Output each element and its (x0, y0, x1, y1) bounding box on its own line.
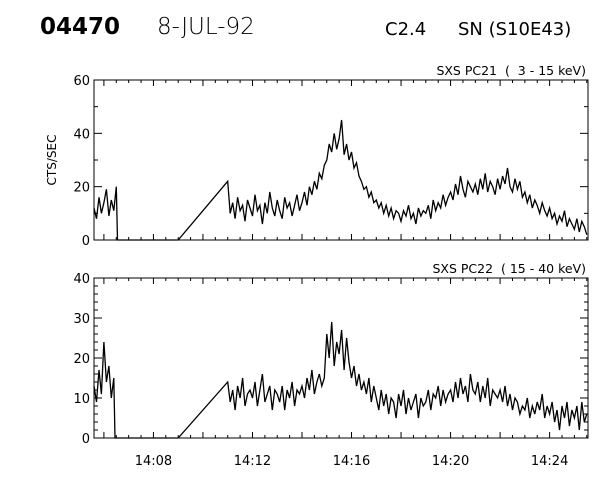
y-tick-label: 10 (73, 392, 90, 407)
x-tick-label: 14:20 (432, 454, 469, 469)
y-tick-label: 30 (73, 312, 90, 327)
y-tick-label: 0 (82, 432, 90, 447)
series-line-sxs-pc22 (93, 321, 588, 439)
x-tick-label: 14:16 (333, 454, 370, 469)
x-tick-label: 14:24 (531, 454, 568, 469)
y-tick-label: 20 (73, 352, 90, 367)
flare-class: C2.4 (385, 19, 427, 40)
event-id: 04470 (40, 14, 121, 40)
y-tick-label: 0 (82, 234, 90, 249)
x-tick-label: 14:08 (135, 454, 172, 469)
panel-title: SXS PC21 ( 3 - 15 keV) (436, 63, 586, 78)
plot-frame (93, 79, 589, 241)
y-tick-label: 60 (73, 74, 90, 89)
panel-title: SXS PC22 ( 15 - 40 keV) (432, 261, 586, 276)
y-tick-label: 40 (73, 127, 90, 142)
y-axis-label: CTS/SEC (45, 135, 59, 186)
event-date: 8-JUL-92 (157, 14, 255, 40)
y-tick-label: 40 (73, 272, 90, 287)
flare-location: SN (S10E43) (458, 19, 572, 40)
plot-frame (93, 277, 589, 439)
x-tick-label: 14:12 (234, 454, 271, 469)
series-line-sxs-pc21 (93, 119, 588, 241)
y-tick-label: 20 (73, 181, 90, 196)
